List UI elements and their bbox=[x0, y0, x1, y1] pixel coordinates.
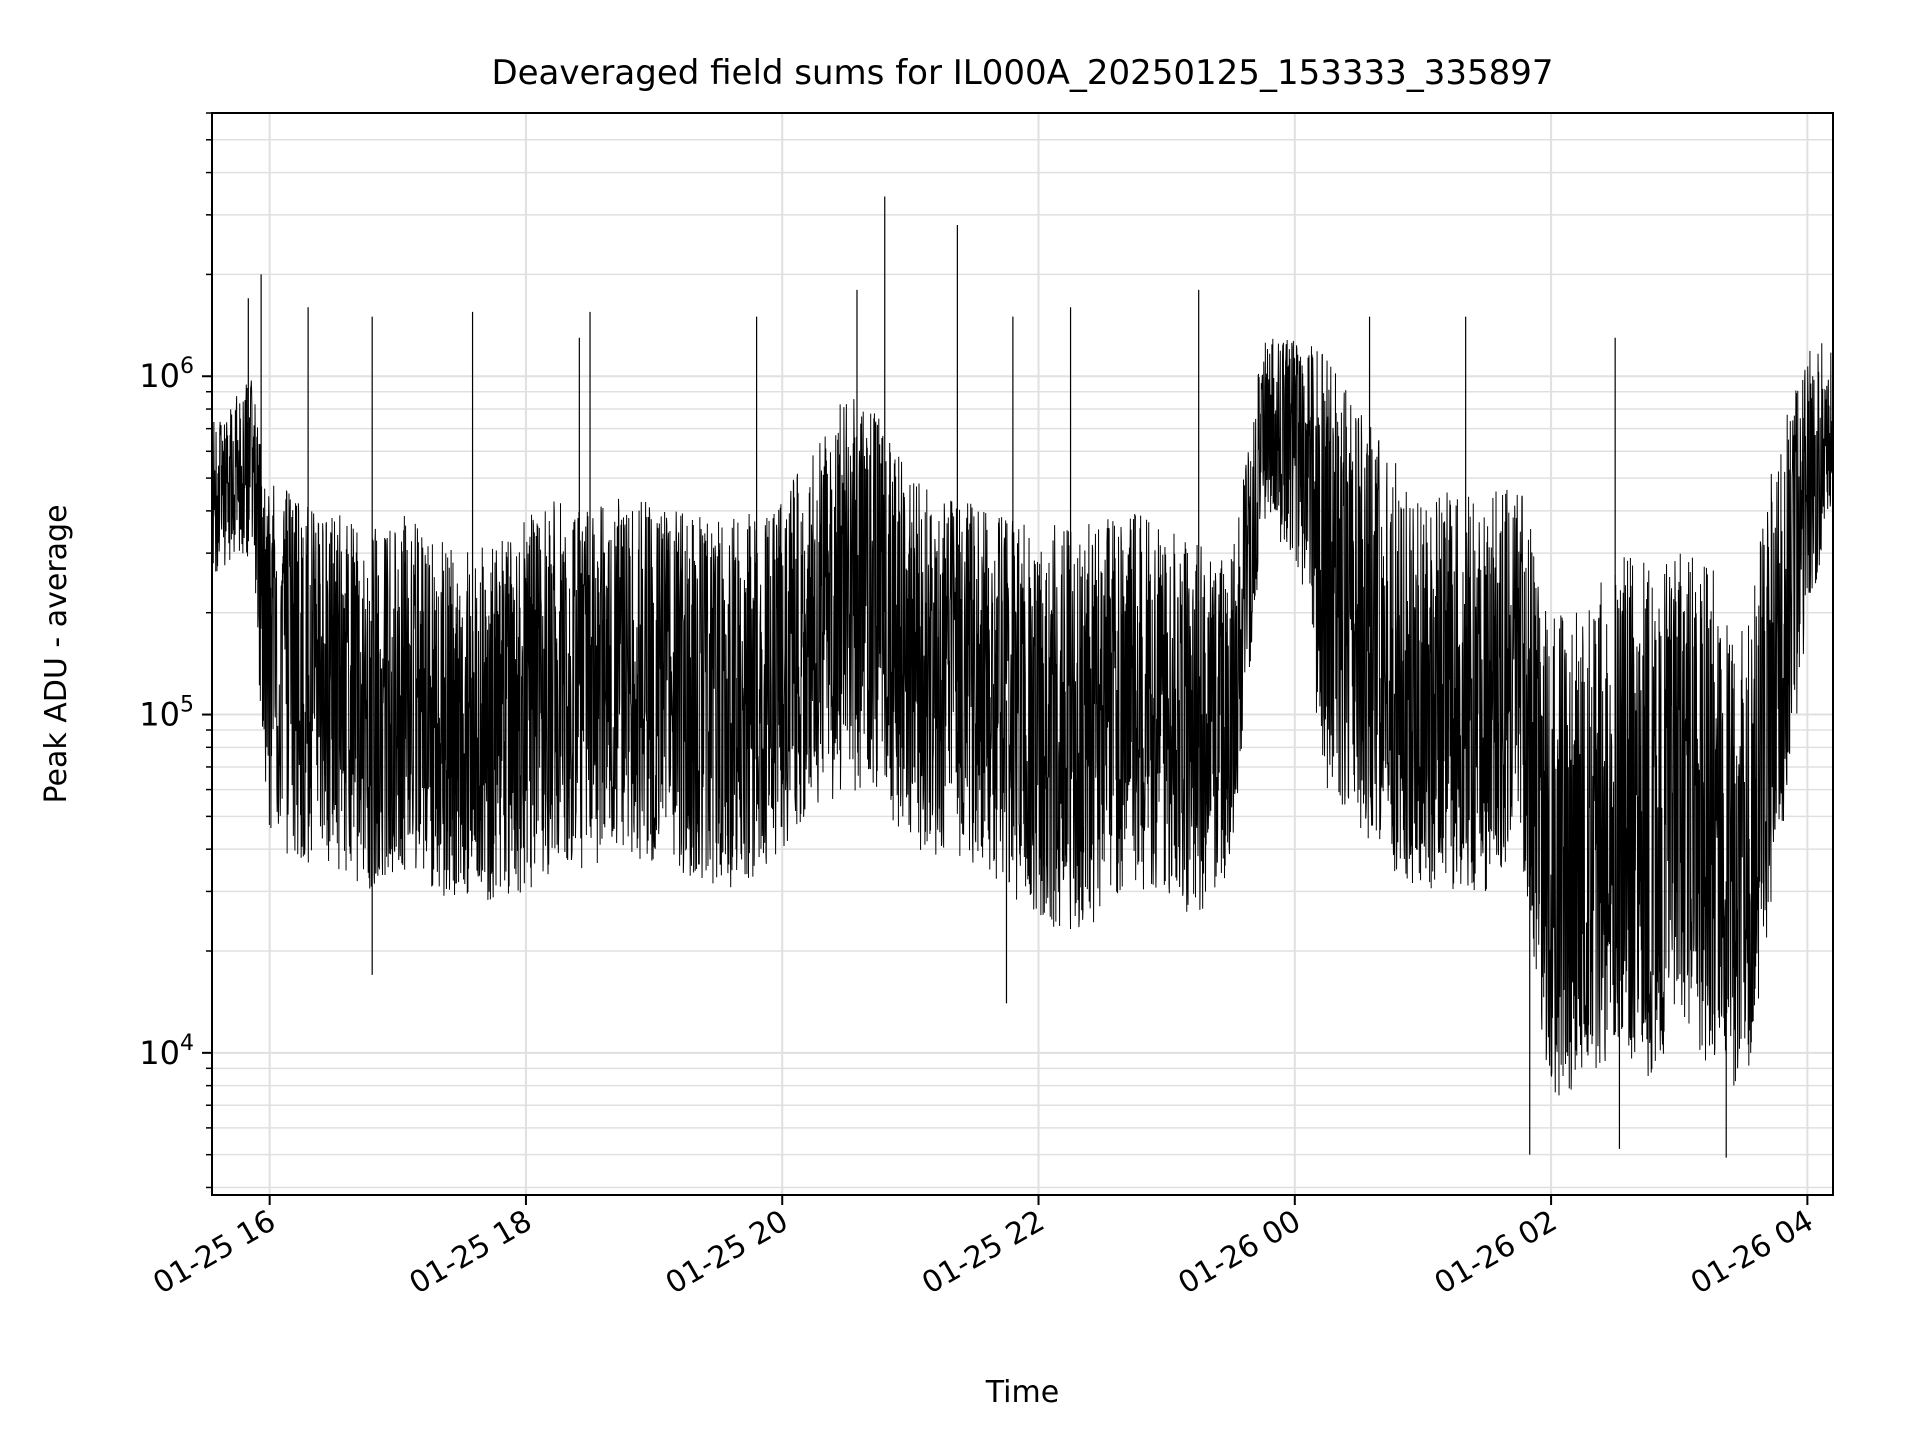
y-tick-label: 105 bbox=[139, 693, 194, 734]
chart-title: Deaveraged field sums for IL000A_2025012… bbox=[491, 53, 1553, 93]
series-line bbox=[211, 338, 1834, 1096]
series-layer bbox=[211, 155, 1834, 1158]
plot-frame bbox=[211, 112, 1834, 1196]
x-axis-label: Time bbox=[985, 1375, 1059, 1410]
y-axis-label: Peak ADU - average bbox=[39, 504, 74, 803]
y-tick-label: 104 bbox=[139, 1031, 194, 1072]
y-tick-label: 106 bbox=[139, 354, 194, 395]
